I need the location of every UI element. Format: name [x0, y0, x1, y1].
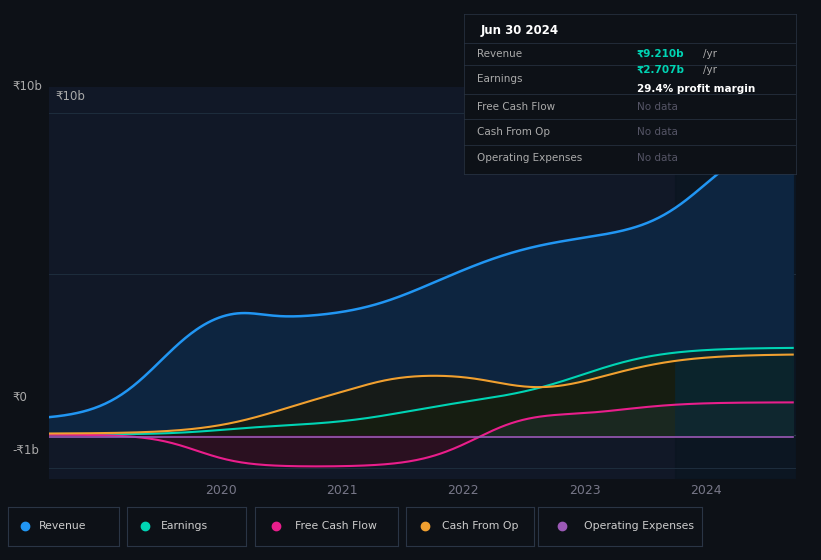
- Text: Operating Expenses: Operating Expenses: [477, 153, 582, 162]
- Text: Revenue: Revenue: [39, 521, 87, 531]
- Text: No data: No data: [637, 127, 677, 137]
- Text: Free Cash Flow: Free Cash Flow: [295, 521, 377, 531]
- Text: ₹2.707b: ₹2.707b: [637, 65, 685, 75]
- Text: Jun 30 2024: Jun 30 2024: [480, 24, 558, 36]
- Text: Revenue: Revenue: [477, 49, 522, 59]
- Text: Earnings: Earnings: [161, 521, 208, 531]
- Text: Cash From Op: Cash From Op: [477, 127, 550, 137]
- Text: No data: No data: [637, 153, 677, 162]
- Text: Operating Expenses: Operating Expenses: [584, 521, 694, 531]
- Text: Earnings: Earnings: [477, 74, 523, 85]
- Text: -₹1b: -₹1b: [12, 444, 39, 458]
- Text: No data: No data: [637, 101, 677, 111]
- Text: ₹10b: ₹10b: [55, 90, 85, 103]
- Text: ₹10b: ₹10b: [12, 80, 42, 94]
- Text: Free Cash Flow: Free Cash Flow: [477, 101, 555, 111]
- Text: Cash From Op: Cash From Op: [442, 521, 519, 531]
- Bar: [676, 87, 796, 479]
- Text: /yr: /yr: [704, 49, 718, 59]
- Text: /yr: /yr: [704, 65, 718, 75]
- Text: ₹9.210b: ₹9.210b: [637, 49, 685, 59]
- Text: ₹0: ₹0: [12, 391, 27, 404]
- Text: 29.4% profit margin: 29.4% profit margin: [637, 84, 755, 94]
